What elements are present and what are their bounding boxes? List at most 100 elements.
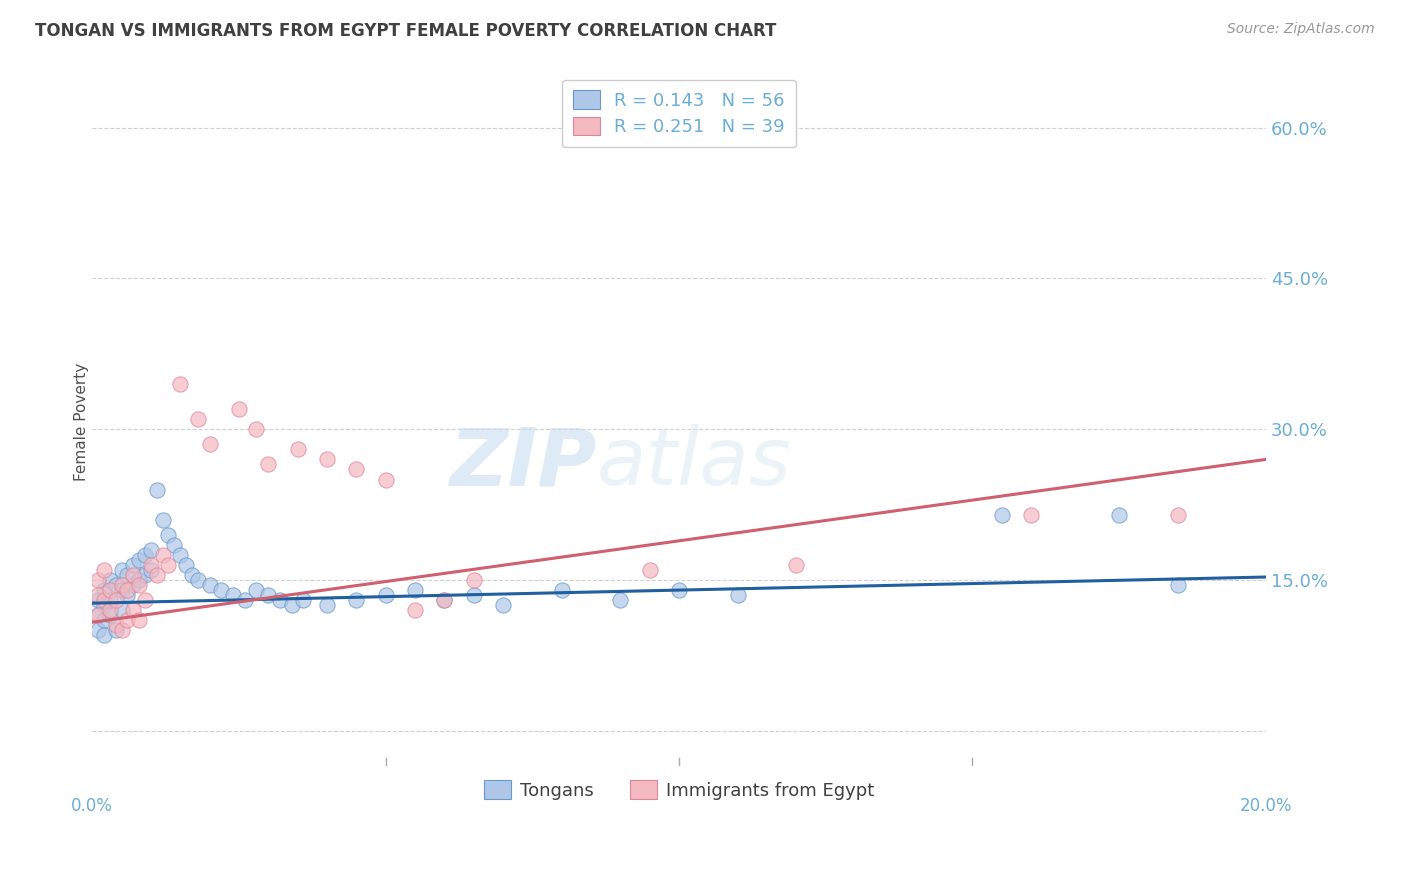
Point [1108,508,1130,522]
Point [269,593,291,607]
Point [209,583,232,598]
Text: atlas: atlas [596,424,792,502]
Text: ZIP: ZIP [450,424,596,502]
Point [181,568,204,582]
Point [174,558,197,572]
Point [245,583,267,598]
Point [117,568,139,582]
Text: TONGAN VS IMMIGRANTS FROM EGYPT FEMALE POVERTY CORRELATION CHART: TONGAN VS IMMIGRANTS FROM EGYPT FEMALE P… [35,22,776,40]
Point [104,618,127,632]
Point [87,593,110,607]
Point [990,508,1012,522]
Point [145,483,167,497]
Point [157,558,180,572]
Point [93,598,115,612]
Point [117,588,139,602]
Point [198,578,221,592]
Point [287,442,309,457]
Point [110,563,132,577]
Point [433,593,456,607]
Point [198,437,221,451]
Text: Source: ZipAtlas.com: Source: ZipAtlas.com [1227,22,1375,37]
Point [134,593,156,607]
Point [492,598,515,612]
Point [152,548,174,562]
Point [245,422,267,436]
Point [122,578,145,592]
Legend: Tongans, Immigrants from Egypt: Tongans, Immigrants from Egypt [475,772,883,809]
Point [122,603,145,617]
Point [222,588,245,602]
Point [128,578,150,592]
Point [374,588,396,602]
Point [169,548,191,562]
Point [163,538,186,552]
Point [1019,508,1042,522]
Point [110,578,132,592]
Point [87,608,110,623]
Point [87,588,110,602]
Point [110,583,132,598]
Point [134,548,156,562]
Y-axis label: Female Poverty: Female Poverty [73,362,89,481]
Point [292,593,315,607]
Point [344,462,367,476]
Point [550,583,572,598]
Point [128,613,150,627]
Point [315,452,337,467]
Point [87,573,110,587]
Point [228,402,250,417]
Point [280,598,302,612]
Point [257,458,280,472]
Point [98,593,121,607]
Point [93,563,115,577]
Point [187,573,209,587]
Text: 20.0%: 20.0% [1240,797,1292,814]
Point [93,583,115,598]
Point [463,588,485,602]
Point [128,573,150,587]
Point [87,608,110,623]
Point [169,377,191,392]
Point [110,603,132,617]
Point [187,412,209,426]
Point [139,558,162,572]
Point [104,578,127,592]
Point [638,563,661,577]
Point [117,613,139,627]
Point [87,624,110,638]
Point [374,473,396,487]
Point [404,583,426,598]
Point [93,613,115,627]
Text: 0.0%: 0.0% [72,797,112,814]
Point [93,593,115,607]
Point [463,573,485,587]
Point [785,558,807,572]
Point [93,628,115,642]
Point [104,624,127,638]
Point [609,593,631,607]
Point [128,553,150,567]
Point [98,608,121,623]
Point [117,583,139,598]
Point [157,528,180,542]
Point [145,568,167,582]
Point [122,558,145,572]
Point [315,598,337,612]
Point [344,593,367,607]
Point [134,568,156,582]
Point [668,583,690,598]
Point [727,588,749,602]
Point [152,513,174,527]
Point [98,583,121,598]
Point [139,563,162,577]
Point [122,568,145,582]
Point [98,603,121,617]
Point [1167,508,1189,522]
Point [139,542,162,557]
Point [104,593,127,607]
Point [233,593,256,607]
Point [257,588,280,602]
Point [404,603,426,617]
Point [1167,578,1189,592]
